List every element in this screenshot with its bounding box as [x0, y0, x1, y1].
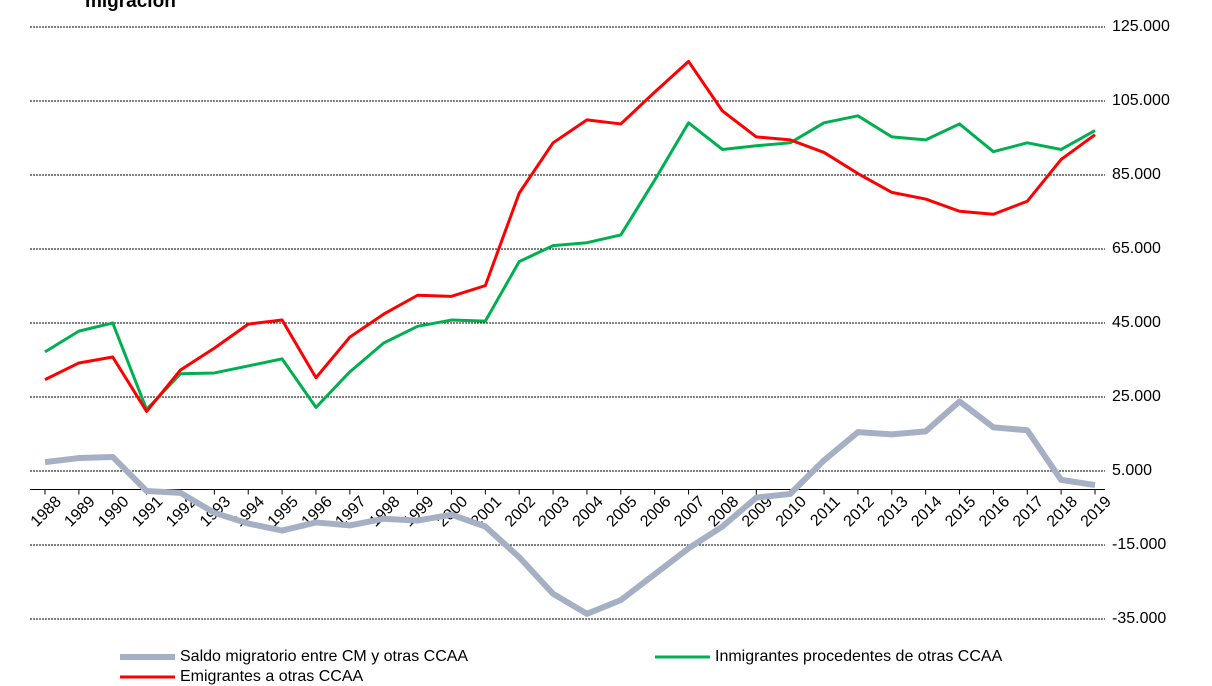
y-tick-label: -35.000 — [1112, 610, 1166, 627]
x-tick-label: 2007 — [671, 493, 708, 530]
line-series — [44, 398, 1096, 617]
x-tick-label: 2016 — [976, 493, 1013, 530]
chart-title: migración — [85, 0, 176, 12]
x-tick-label: 1989 — [61, 493, 98, 530]
y-tick-label: 85.000 — [1112, 166, 1161, 183]
line-series — [44, 59, 1096, 413]
y-tick-label: 125.000 — [1112, 18, 1170, 35]
y-tick-label: 45.000 — [1112, 314, 1161, 331]
x-tick-label: 2017 — [1010, 493, 1047, 530]
x-tick-label: 2015 — [942, 493, 979, 530]
x-tick-label: 1991 — [129, 493, 166, 530]
y-tick-label: 65.000 — [1112, 240, 1161, 257]
y-tick-label: 105.000 — [1112, 92, 1170, 109]
y-tick-label: 5.000 — [1112, 462, 1152, 479]
x-tick-label: 2014 — [908, 493, 945, 530]
x-tick-label: 1999 — [400, 493, 437, 530]
x-tick-label: 1998 — [366, 493, 403, 530]
x-tick-label: 2006 — [637, 493, 674, 530]
x-tick-label: 2000 — [434, 493, 471, 530]
y-tick-label: -15.000 — [1112, 536, 1166, 553]
x-tick-label: 2005 — [603, 493, 640, 530]
x-tick-label: 2019 — [1078, 493, 1115, 530]
y-tick-label: 25.000 — [1112, 388, 1161, 405]
x-tick-label: 2013 — [874, 493, 911, 530]
legend-label: Emigrantes a otras CCAA — [180, 668, 364, 685]
x-tick-label: 2011 — [807, 493, 843, 529]
x-tick-label: 1990 — [95, 493, 132, 530]
legend-label: Saldo migratorio entre CM y otras CCAA — [180, 648, 468, 665]
x-tick-label: 1988 — [28, 493, 65, 530]
legend-label: Inmigrantes procedentes de otras CCAA — [715, 648, 1003, 665]
x-tick-label: 2002 — [502, 493, 539, 530]
x-tick-label: 2012 — [841, 493, 878, 530]
x-tick-label: 2018 — [1044, 493, 1081, 530]
x-tick-label: 2003 — [536, 493, 573, 530]
line-series — [44, 114, 1096, 412]
x-tick-label: 2010 — [773, 493, 810, 530]
x-tick-label: 2004 — [570, 493, 607, 530]
